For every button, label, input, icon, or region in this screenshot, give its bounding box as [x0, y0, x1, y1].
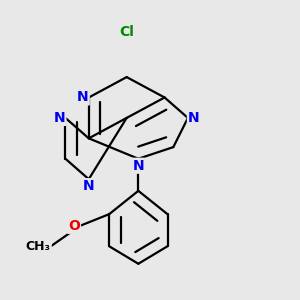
Text: O: O: [68, 219, 80, 233]
Text: Cl: Cl: [119, 25, 134, 39]
Text: N: N: [133, 159, 144, 173]
Text: N: N: [83, 179, 94, 193]
Text: CH₃: CH₃: [26, 240, 51, 253]
Text: N: N: [77, 91, 89, 104]
Text: N: N: [188, 111, 200, 125]
Text: N: N: [54, 111, 65, 125]
